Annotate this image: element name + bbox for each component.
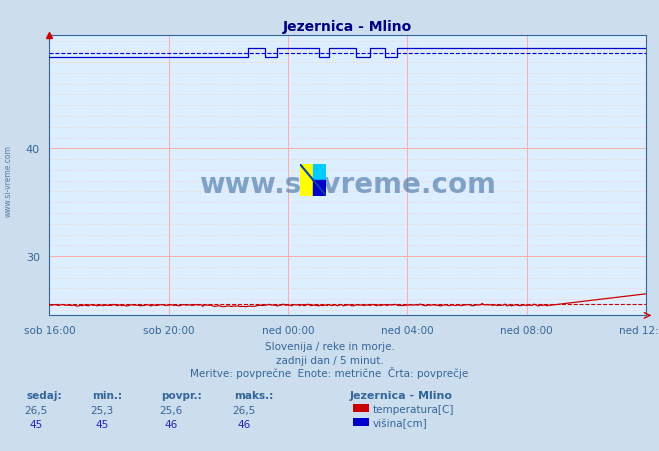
Text: Slovenija / reke in morje.: Slovenija / reke in morje. <box>264 341 395 351</box>
Text: temperatura[C]: temperatura[C] <box>372 404 454 414</box>
Text: 25,3: 25,3 <box>90 405 114 414</box>
Text: sedaj:: sedaj: <box>26 390 62 400</box>
Text: 26,5: 26,5 <box>24 405 48 414</box>
Text: 46: 46 <box>237 419 250 429</box>
Text: Jezernica - Mlino: Jezernica - Mlino <box>349 390 452 400</box>
Text: www.si-vreme.com: www.si-vreme.com <box>3 144 13 216</box>
Text: min.:: min.: <box>92 390 123 400</box>
Bar <box>313 165 326 180</box>
Text: 46: 46 <box>165 419 178 429</box>
Text: povpr.:: povpr.: <box>161 390 202 400</box>
Text: Meritve: povprečne  Enote: metrične  Črta: povprečje: Meritve: povprečne Enote: metrične Črta:… <box>190 367 469 378</box>
Title: Jezernica - Mlino: Jezernica - Mlino <box>283 19 413 33</box>
Text: 26,5: 26,5 <box>232 405 256 414</box>
Bar <box>313 180 326 196</box>
Text: višina[cm]: višina[cm] <box>372 418 427 428</box>
Text: zadnji dan / 5 minut.: zadnji dan / 5 minut. <box>275 355 384 365</box>
Text: maks.:: maks.: <box>234 390 273 400</box>
Text: 25,6: 25,6 <box>159 405 183 414</box>
Text: www.si-vreme.com: www.si-vreme.com <box>199 170 496 198</box>
Bar <box>300 165 313 196</box>
Text: 45: 45 <box>30 419 43 429</box>
Text: 45: 45 <box>96 419 109 429</box>
